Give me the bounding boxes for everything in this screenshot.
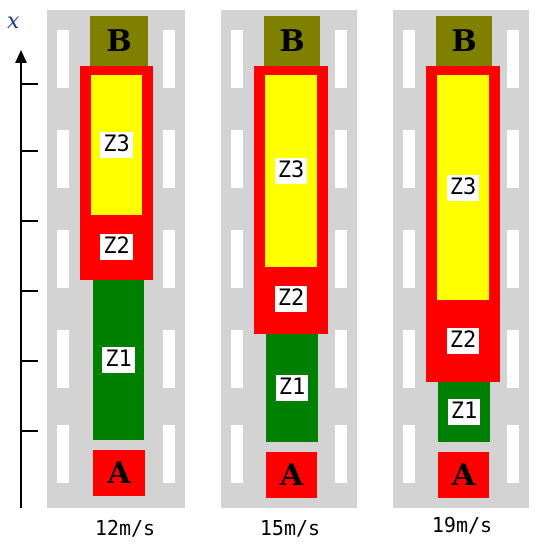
point-b: B	[264, 16, 320, 66]
zone-z2: Z2	[431, 305, 495, 377]
lane-slot	[335, 425, 347, 483]
lane-slot	[231, 130, 243, 188]
lane-slot	[335, 230, 347, 288]
scenario-1-speed: 12m/s	[94, 516, 156, 540]
lane-slot	[57, 330, 69, 388]
axis-label: x	[7, 9, 20, 34]
point-a: A	[93, 450, 145, 496]
lane-slot	[231, 330, 243, 388]
zone-z3: Z3	[91, 75, 142, 215]
point-b: B	[436, 16, 492, 66]
lane-slot	[57, 230, 69, 288]
point-a-label: A	[451, 457, 476, 493]
zone-z2: Z2	[85, 218, 148, 276]
lane-slot	[163, 425, 175, 483]
z3-label: Z3	[446, 174, 480, 201]
axis-tick	[21, 220, 38, 222]
lane-slot	[231, 425, 243, 483]
lane-slot	[231, 30, 243, 88]
point-b-label: B	[279, 23, 305, 59]
point-a-label: A	[279, 457, 304, 493]
z2-label: Z2	[446, 328, 480, 354]
lane-slot	[507, 330, 519, 388]
z3-label: Z3	[274, 158, 308, 184]
lane-slot	[57, 30, 69, 88]
axis-arrow-icon	[15, 50, 27, 63]
zone-z2: Z2	[259, 270, 323, 328]
lane-slot	[403, 425, 415, 483]
lane-slot	[335, 330, 347, 388]
axis-tick	[21, 150, 38, 152]
zone-z3: Z3	[265, 75, 317, 267]
lane-slot	[403, 30, 415, 88]
axis-tick	[21, 290, 38, 292]
lane-slot	[403, 330, 415, 388]
z1-label: Z1	[275, 375, 309, 401]
point-b-label: B	[106, 23, 132, 59]
scenario-2-speed: 15m/s	[259, 516, 321, 540]
lane-slot	[507, 425, 519, 483]
axis-tick	[21, 430, 38, 432]
z1-label: Z1	[102, 347, 135, 373]
point-a: A	[266, 452, 317, 498]
zone-z1: Z1	[93, 280, 144, 440]
zone-z1: Z1	[438, 382, 490, 442]
scenario-3-speed: 19m/s	[431, 513, 493, 537]
lane-slot	[163, 230, 175, 288]
axis-tick	[21, 360, 38, 362]
lane-slot	[507, 230, 519, 288]
lane-slot	[231, 230, 243, 288]
point-b: B	[90, 16, 148, 66]
point-a-label: A	[107, 455, 131, 491]
point-a: A	[438, 452, 489, 498]
axis-tick	[21, 83, 38, 85]
z3-label: Z3	[100, 132, 133, 158]
z2-label: Z2	[274, 286, 308, 312]
lane-slot	[507, 30, 519, 88]
z1-label: Z1	[447, 399, 481, 425]
zone-z3: Z3	[437, 75, 489, 300]
z2-label: Z2	[100, 234, 133, 260]
x-axis-line	[20, 62, 22, 508]
lane-slot	[163, 330, 175, 388]
lane-slot	[163, 130, 175, 188]
lane-slot	[57, 425, 69, 483]
point-b-label: B	[451, 23, 477, 59]
lane-slot	[335, 30, 347, 88]
lane-slot	[403, 130, 415, 188]
lane-slot	[507, 130, 519, 188]
lane-slot	[163, 30, 175, 88]
lane-slot	[335, 130, 347, 188]
zone-z1: Z1	[266, 334, 318, 442]
lane-slot	[403, 230, 415, 288]
lane-slot	[57, 130, 69, 188]
